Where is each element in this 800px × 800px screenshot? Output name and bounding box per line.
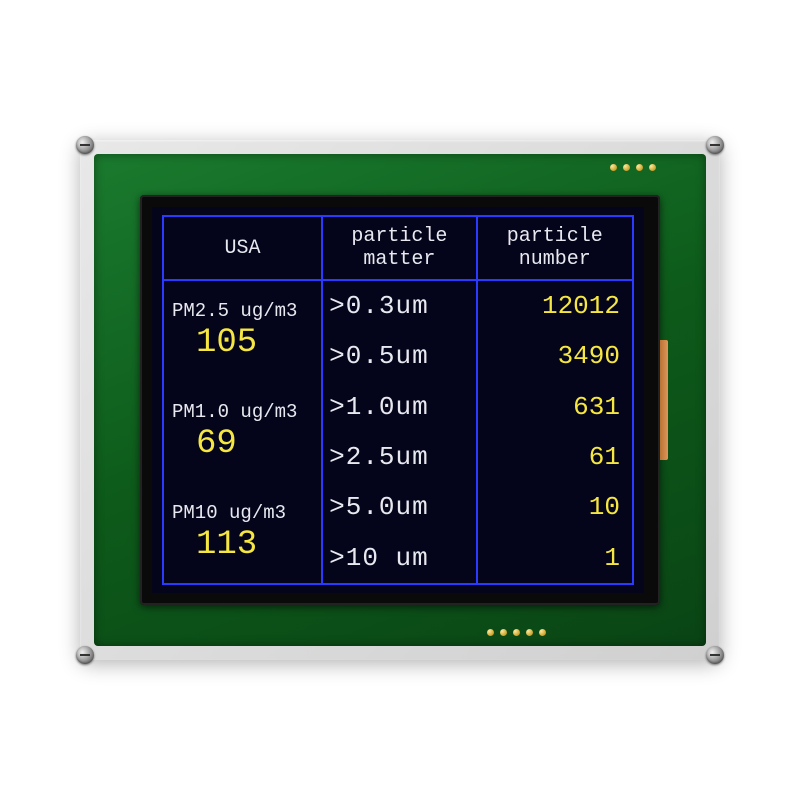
count-1: 3490 [478, 341, 632, 371]
screw-bottom-left [76, 646, 94, 664]
ribbon-cable [660, 340, 668, 460]
data-table: USA PM2.5 ug/m3 105 PM1.0 ug/m3 69 [162, 215, 634, 585]
lcd-screen: USA PM2.5 ug/m3 105 PM1.0 ug/m3 69 [152, 207, 644, 593]
column-number: particle number 12012 3490 631 61 10 1 [478, 217, 632, 583]
size-2: >1.0um [323, 392, 429, 422]
header-number: particle number [478, 217, 632, 281]
count-2: 631 [478, 392, 632, 422]
count-5: 1 [478, 543, 632, 573]
pm10-block: PM1.0 ug/m3 69 [164, 382, 321, 483]
column-usa: USA PM2.5 ug/m3 105 PM1.0 ug/m3 69 [164, 217, 323, 583]
screw-top-right [706, 136, 724, 154]
header-pins-bottom [487, 629, 546, 636]
count-0: 12012 [478, 291, 632, 321]
pm25-value: 105 [172, 324, 321, 362]
size-0: >0.3um [323, 291, 429, 321]
screw-top-left [76, 136, 94, 154]
column-matter: particle matter >0.3um >0.5um >1.0um >2.… [323, 217, 477, 583]
header-pins-top [610, 164, 656, 171]
screw-bottom-right [706, 646, 724, 664]
pm100-label: PM10 ug/m3 [172, 502, 321, 524]
pm100-value: 113 [172, 526, 321, 564]
pm25-label: PM2.5 ug/m3 [172, 300, 321, 322]
header-usa: USA [164, 217, 321, 281]
pm25-block: PM2.5 ug/m3 105 [164, 281, 321, 382]
size-5: >10 um [323, 543, 429, 573]
device-frame: USA PM2.5 ug/m3 105 PM1.0 ug/m3 69 [80, 140, 720, 660]
size-3: >2.5um [323, 442, 429, 472]
count-4: 10 [478, 492, 632, 522]
header-matter: particle matter [323, 217, 475, 281]
pcb-board: USA PM2.5 ug/m3 105 PM1.0 ug/m3 69 [94, 154, 706, 646]
count-3: 61 [478, 442, 632, 472]
size-4: >5.0um [323, 492, 429, 522]
lcd-bezel: USA PM2.5 ug/m3 105 PM1.0 ug/m3 69 [140, 195, 660, 605]
size-1: >0.5um [323, 341, 429, 371]
pm100-block: PM10 ug/m3 113 [164, 482, 321, 583]
pm10-value: 69 [172, 425, 321, 463]
pm10-label: PM1.0 ug/m3 [172, 401, 321, 423]
